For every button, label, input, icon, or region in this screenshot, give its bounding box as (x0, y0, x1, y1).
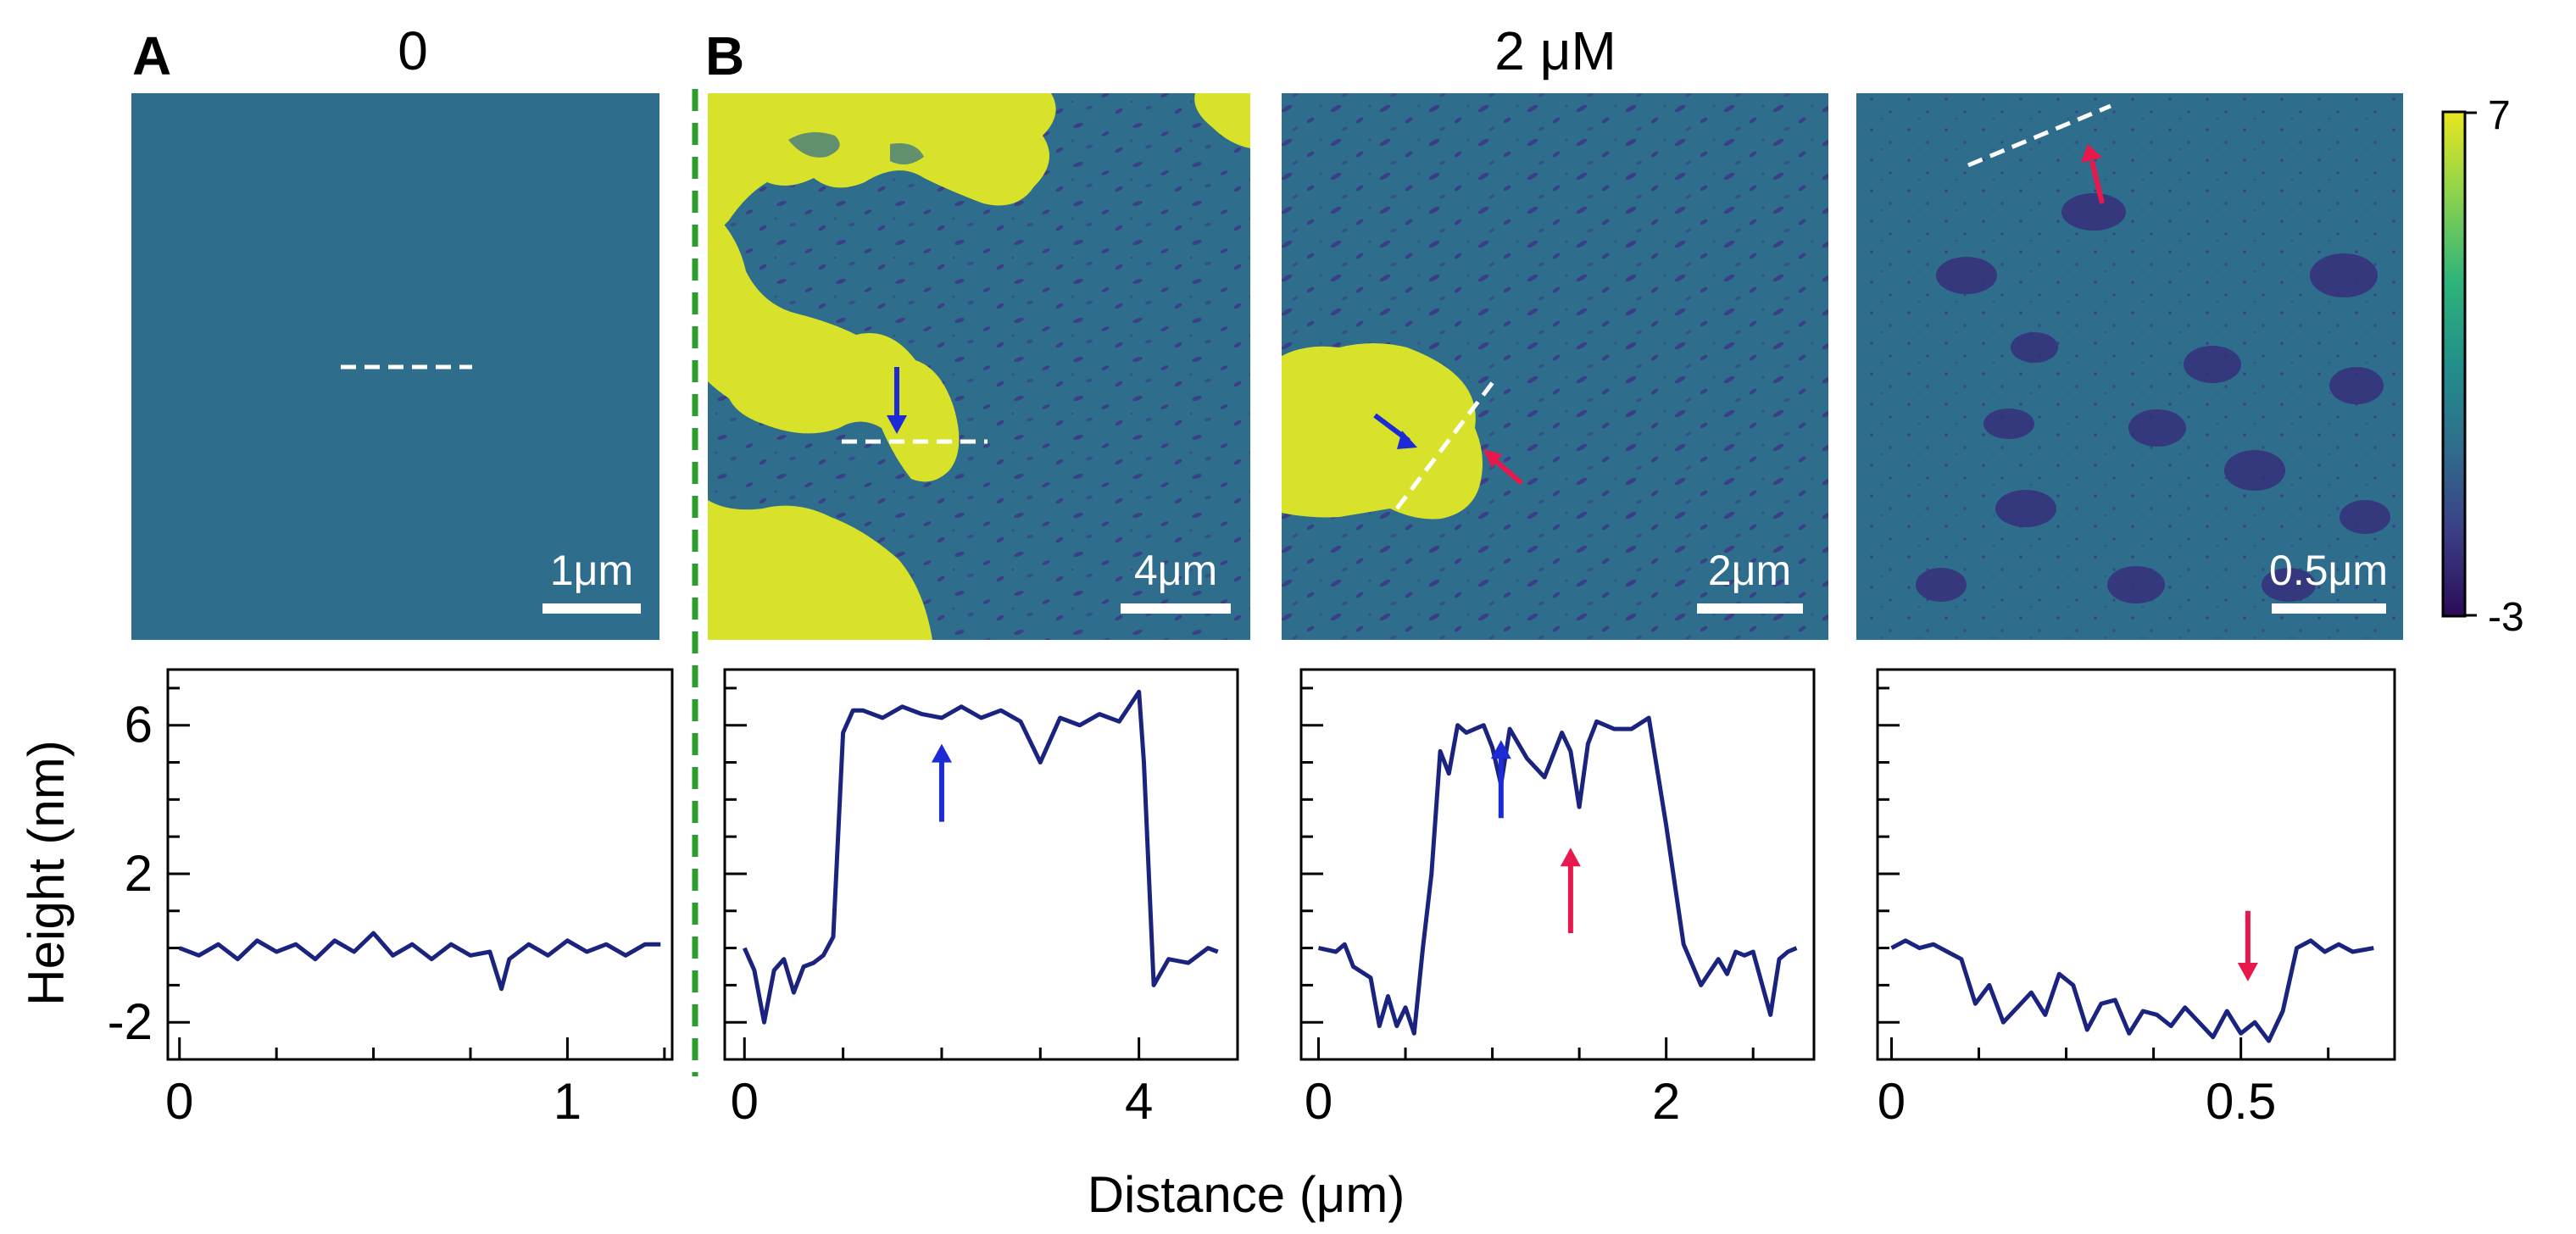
panel-label-b: B (705, 25, 744, 86)
afm-image-b2 (1282, 93, 1828, 640)
blue-arrow-icon (931, 743, 952, 822)
scale-bar-label-b2: 2μm (1708, 547, 1791, 594)
height-profile-line (178, 931, 661, 992)
scale-bar-b3 (2272, 603, 2386, 614)
x-tick-label: 0 (1305, 1073, 1333, 1130)
colorbar-max-label: 7 (2488, 93, 2511, 138)
red-arrow-icon (1560, 848, 1581, 934)
x-tick-label: 2 (1652, 1073, 1680, 1130)
x-tick-label: 1 (554, 1073, 581, 1130)
scale-bar-b1 (1121, 603, 1231, 614)
scale-bar-label-b3: 0.5μm (2269, 547, 2388, 594)
colorbar-gradient (2441, 110, 2467, 618)
y-tick-label: -2 (108, 993, 153, 1050)
condition-label-a: 0 (398, 20, 428, 81)
afm-image-a (131, 93, 659, 640)
afm-image-b3 (1856, 93, 2403, 640)
scale-bar-b2 (1697, 603, 1803, 614)
profile-line-b3 (1967, 103, 2111, 168)
condition-label-b: 2 μM (1494, 20, 1616, 81)
x-tick-label: 4 (1125, 1073, 1153, 1130)
plot-frame (723, 668, 1239, 1061)
height-profile-line (1890, 938, 2374, 1043)
scale-bar-label-b1: 4μm (1134, 547, 1217, 594)
plot-frame (1299, 668, 1816, 1061)
y-tick-label: 6 (125, 697, 153, 753)
colorbar: 7 -3 (2441, 93, 2524, 640)
x-tick-label: 0 (731, 1073, 759, 1130)
plot-frame (1876, 668, 2396, 1061)
x-tick-label: 0.5 (2206, 1073, 2276, 1130)
height-profile-line (1317, 715, 1798, 1036)
red-arrow-icon (2237, 910, 2258, 981)
scale-bar-a (542, 603, 641, 614)
profile-line-b2 (1395, 380, 1495, 510)
x-axis-label: Distance (μm) (1088, 1166, 1405, 1223)
afm-image-b1 (708, 93, 1250, 640)
y-axis-label: Height (nm) (18, 740, 75, 1005)
scale-bar-label-a: 1μm (550, 547, 633, 594)
profile-plot-a: 0 1 6 2 -2 (108, 668, 674, 1130)
y-tick-label: 2 (125, 845, 153, 902)
panel-label-a: A (132, 25, 171, 86)
height-profile-line (743, 689, 1219, 1025)
blue-arrow-icon (1490, 740, 1511, 819)
x-tick-label: 0 (1878, 1073, 1906, 1130)
profile-plot-b3: 0 0.5 (1876, 668, 2396, 1130)
plot-frame (166, 668, 674, 1061)
colorbar-min-label: -3 (2488, 595, 2524, 640)
x-tick-label: 0 (165, 1073, 193, 1130)
